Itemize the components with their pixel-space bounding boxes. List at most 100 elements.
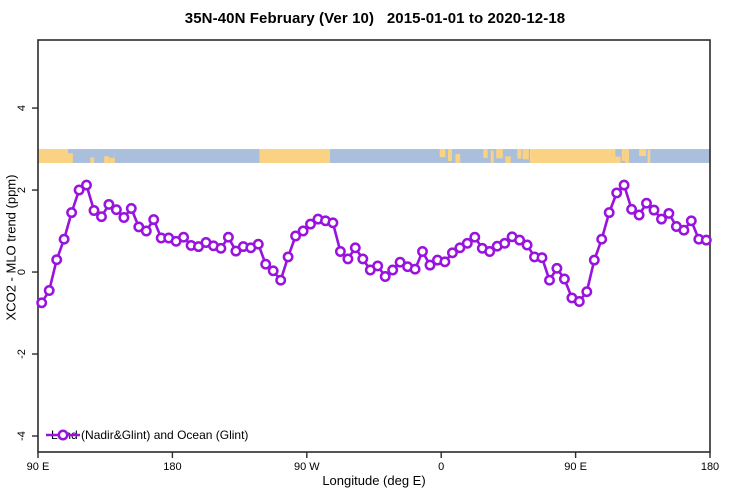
data-point-marker xyxy=(678,224,690,236)
legend: Land (Nadir&Glint) and Ocean (Glint) xyxy=(44,426,248,444)
data-point-marker xyxy=(230,245,242,257)
data-point-marker xyxy=(551,262,563,274)
data-point-marker xyxy=(178,231,190,243)
data-point-marker xyxy=(282,251,294,263)
surface-band-land-patch xyxy=(439,149,446,157)
data-point-marker xyxy=(573,296,585,307)
legend-marker-icon xyxy=(46,429,80,441)
data-point-marker xyxy=(469,231,481,243)
data-point-marker xyxy=(342,253,354,265)
data-point-marker xyxy=(514,234,526,246)
surface-band-land-patch xyxy=(448,149,452,162)
y-tick-label: -2 xyxy=(16,349,28,359)
data-point-marker xyxy=(215,242,227,254)
data-point-marker xyxy=(603,207,615,219)
data-point-marker xyxy=(521,239,533,251)
surface-band-segment-mixed xyxy=(67,149,115,163)
data-point-marker xyxy=(140,225,152,237)
surface-band-segment-land xyxy=(38,149,68,163)
y-tick-label: 4 xyxy=(16,104,28,112)
surface-band-land-patch xyxy=(517,149,522,159)
data-point-marker xyxy=(372,260,384,272)
data-point-marker xyxy=(81,179,92,191)
data-point-marker xyxy=(66,207,78,219)
data-point-marker xyxy=(544,274,555,286)
y-axis-title: XCO2 - MLO trend (ppm) xyxy=(3,174,19,321)
data-point-marker xyxy=(36,297,48,309)
y-tick-label: 0 xyxy=(16,268,28,276)
surface-band-land-patch xyxy=(624,149,629,163)
data-point-marker xyxy=(424,259,436,271)
surface-band-land-patch xyxy=(647,149,651,163)
surface-band-land-patch xyxy=(455,153,461,163)
data-point-marker xyxy=(260,258,272,270)
surface-band-segment-ocean xyxy=(329,149,430,163)
surface-band-land-patch xyxy=(109,157,115,163)
data-point-marker xyxy=(148,214,160,226)
data-point-marker xyxy=(297,225,309,237)
surface-band-land-patch xyxy=(490,150,494,163)
surface-band-segment-mixed xyxy=(430,149,531,163)
data-point-marker xyxy=(626,203,638,215)
plot-border xyxy=(37,39,711,453)
data-point-marker xyxy=(536,252,548,264)
surface-band-land-patch xyxy=(522,149,529,160)
y-tick-label: 2 xyxy=(16,186,28,194)
data-point-marker xyxy=(685,215,697,227)
surface-band-segment-ocean xyxy=(114,149,260,163)
data-point-marker xyxy=(387,264,399,276)
data-point-marker xyxy=(349,242,361,254)
data-point-marker xyxy=(461,237,473,249)
data-point-marker xyxy=(118,212,130,223)
data-point-marker xyxy=(267,265,279,277)
data-point-marker xyxy=(73,184,85,196)
data-point-marker xyxy=(439,256,451,268)
surface-band-land-patch xyxy=(67,153,73,163)
data-point-marker xyxy=(290,230,302,242)
data-point-marker xyxy=(252,238,264,250)
data-point-marker xyxy=(275,274,287,286)
x-tick-label: 0 xyxy=(438,461,445,473)
chart-title: 35N-40N February (Ver 10) 2015-01-01 to … xyxy=(184,10,566,27)
x-tick-label: 180 xyxy=(700,461,720,473)
x-tick-label: 90 W xyxy=(293,461,320,473)
data-point-marker xyxy=(327,217,339,229)
series-line xyxy=(40,183,708,305)
data-point-marker xyxy=(334,246,346,257)
data-point-marker xyxy=(648,204,660,216)
data-point-marker xyxy=(417,246,428,257)
data-point-marker xyxy=(96,211,107,223)
surface-band-land-patch xyxy=(621,149,625,161)
data-point-marker xyxy=(656,213,667,225)
data-point-marker xyxy=(499,237,511,249)
data-point-marker xyxy=(222,231,234,243)
data-point-marker xyxy=(588,254,600,266)
data-point-marker xyxy=(103,198,115,210)
surface-band-land-patch xyxy=(505,156,511,163)
y-tick-label: -4 xyxy=(16,431,28,441)
x-tick-label: 90 E xyxy=(564,461,587,473)
data-point-marker xyxy=(641,197,652,209)
data-point-marker xyxy=(446,247,458,259)
legend-label: Land (Nadir&Glint) and Ocean (Glint) xyxy=(51,428,249,442)
data-point-marker xyxy=(43,285,55,296)
data-point-marker xyxy=(88,205,100,216)
data-point-marker xyxy=(357,253,369,265)
data-point-marker xyxy=(58,233,70,245)
data-point-marker xyxy=(454,242,466,254)
data-point-marker xyxy=(581,286,593,298)
surface-band-segment-land xyxy=(259,149,330,163)
surface-band-segment-land xyxy=(530,149,616,163)
surface-band-land-patch xyxy=(104,156,110,163)
data-point-marker xyxy=(633,209,645,221)
data-point-marker xyxy=(110,204,122,216)
data-point-marker xyxy=(305,218,316,230)
surface-band-land-patch xyxy=(483,149,488,159)
data-point-marker xyxy=(484,246,496,257)
surface-band-land-patch xyxy=(90,157,95,163)
surface-band-segment-ocean xyxy=(650,149,710,163)
x-tick-label: 90 E xyxy=(26,461,50,473)
data-point-marker xyxy=(618,179,630,191)
